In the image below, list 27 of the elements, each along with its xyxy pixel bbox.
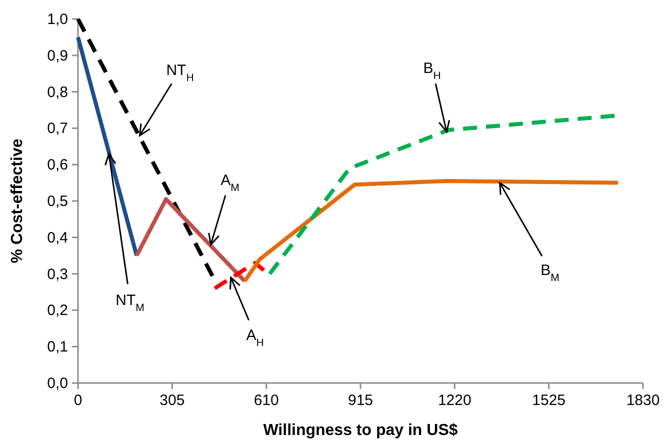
annotation: B$_{H}$ — [423, 60, 441, 82]
x-tick-label: 915 — [348, 392, 374, 409]
y-tick-label: 0,7 — [47, 120, 68, 138]
annotation: B$_{M}$ — [540, 262, 560, 284]
y-tick-label: 0,8 — [47, 84, 68, 101]
x-tick-label: 0 — [74, 392, 82, 409]
y-tick-label: 0,1 — [47, 338, 68, 356]
x-tick-label: 610 — [254, 392, 279, 409]
x-tick-label: 305 — [160, 392, 185, 409]
line-series — [242, 178, 620, 284]
y-tick-label: 0,3 — [47, 266, 68, 283]
y-tick-label: 0,6 — [47, 156, 68, 174]
y-tick-label: 0,5 — [47, 193, 68, 210]
y-tick-label: 1,0 — [47, 11, 68, 28]
x-tick-label: 1525 — [532, 392, 566, 409]
x-tick-label: 1220 — [438, 392, 472, 409]
x-tick-label: 1830 — [626, 392, 660, 409]
y-tick-label: 0,0 — [47, 375, 68, 392]
y-tick-label: 0,2 — [47, 302, 68, 320]
y-tick-label: 0,9 — [47, 47, 68, 64]
annotation: A$_{M}$ — [220, 172, 240, 194]
annotation: A$_{H}$ — [246, 327, 264, 349]
annotation: NT$_{M}$ — [116, 292, 144, 314]
annotation: NT$_{H}$ — [166, 62, 194, 84]
y-axis-title: % Cost-effective — [9, 138, 26, 264]
y-tick-label: 0,4 — [47, 229, 68, 246]
x-axis-title: Willingness to pay in US$ — [263, 422, 458, 439]
